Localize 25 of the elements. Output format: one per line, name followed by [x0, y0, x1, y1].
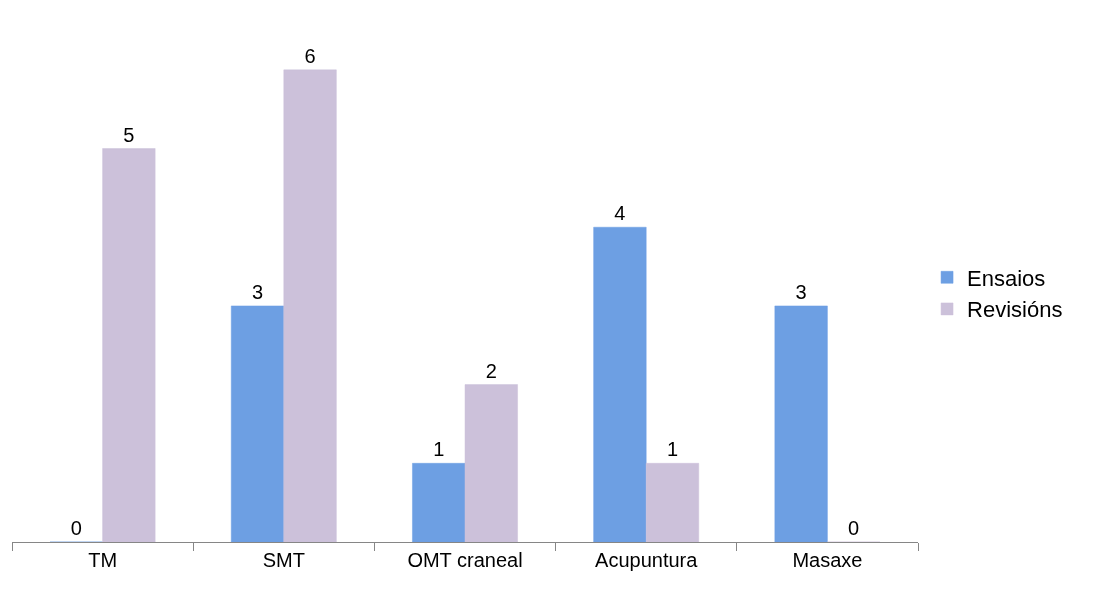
bar — [231, 305, 285, 542]
data-label: 0 — [848, 517, 860, 539]
bar — [774, 305, 828, 542]
data-label: 5 — [123, 123, 135, 146]
x-tick-label: SMT — [262, 549, 305, 571]
data-label: 6 — [304, 44, 316, 67]
bar — [412, 463, 466, 542]
data-label: 1 — [666, 438, 679, 461]
x-tick-label: TM — [88, 549, 118, 571]
data-label: 3 — [251, 280, 264, 303]
bar — [593, 226, 647, 542]
x-tick-label: Acupuntura — [595, 549, 699, 571]
bar — [645, 463, 699, 542]
data-label: 0 — [70, 517, 82, 539]
data-label: 3 — [795, 280, 807, 303]
x-tick-label: Masaxe — [792, 549, 863, 571]
data-label: 1 — [433, 438, 445, 461]
legend-label: Revisións — [967, 297, 1063, 323]
data-label: 4 — [614, 202, 626, 225]
bar — [102, 148, 156, 542]
bar — [283, 69, 337, 542]
legend-label: Ensaios — [967, 265, 1046, 291]
bar — [464, 384, 518, 542]
data-label: 2 — [485, 359, 497, 382]
x-tick-label: OMT craneal — [407, 549, 523, 571]
